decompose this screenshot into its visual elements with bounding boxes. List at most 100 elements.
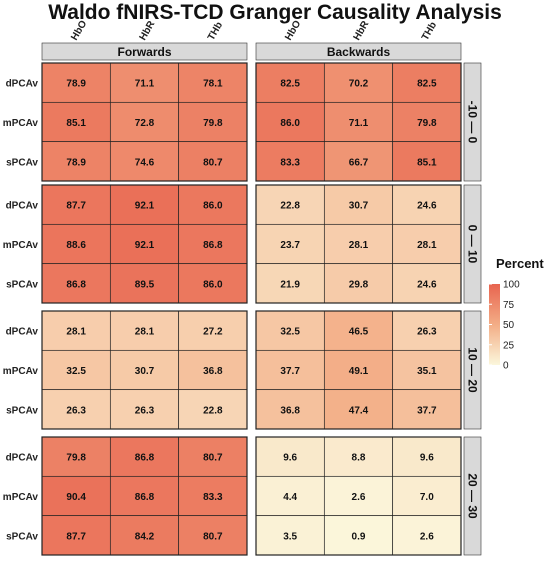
y-tick-label: sPCAv <box>6 157 38 168</box>
panel-border <box>41 436 248 556</box>
heatmap-cell <box>323 349 394 391</box>
cell-value-label: 79.8 <box>203 118 223 129</box>
legend-colorbar <box>489 284 500 365</box>
heatmap-cell <box>109 101 180 143</box>
heatmap-cell <box>178 263 248 304</box>
heatmap-cell <box>178 349 248 391</box>
heatmap-cell <box>255 475 325 517</box>
cell-value-label: 79.8 <box>66 453 86 464</box>
cell-value-label: 80.7 <box>203 453 223 464</box>
y-tick-label: mPCAv <box>3 118 39 129</box>
heatmap-cell <box>41 310 111 351</box>
cell-value-label: 86.0 <box>203 279 223 290</box>
cell-value-label: 86.8 <box>135 492 155 503</box>
x-tick-label: HbR <box>138 19 158 43</box>
cell-value-label: 80.7 <box>203 531 223 542</box>
cell-value-label: 85.1 <box>417 157 437 168</box>
cell-value-label: 28.1 <box>417 240 437 251</box>
heatmap-cell <box>109 475 180 517</box>
cell-value-label: 37.7 <box>280 366 300 377</box>
panel-border <box>255 310 462 430</box>
cell-value-label: 32.5 <box>66 366 86 377</box>
cell-value-label: 78.9 <box>66 157 86 168</box>
row-strip-label: 10 — 20 <box>466 347 480 393</box>
cell-value-label: 37.7 <box>417 405 437 416</box>
heatmap-cell <box>392 436 462 477</box>
cell-value-label: 47.4 <box>349 405 369 416</box>
heatmap-cell <box>255 436 325 477</box>
cell-value-label: 46.5 <box>349 327 369 338</box>
cell-value-label: 49.1 <box>349 366 369 377</box>
panel-border <box>255 184 462 304</box>
y-tick-label: sPCAv <box>6 279 38 290</box>
chart-title: Waldo fNIRS-TCD Granger Causality Analys… <box>48 1 502 24</box>
cell-value-label: 85.1 <box>66 118 86 129</box>
legend-tick-label: 0 <box>503 361 509 372</box>
cell-value-label: 22.8 <box>280 201 300 212</box>
heatmap-cell <box>323 310 394 351</box>
panel-border <box>255 62 462 182</box>
heatmap-cell <box>255 515 325 556</box>
cell-value-label: 88.6 <box>66 240 86 251</box>
heatmap-cell <box>41 475 111 517</box>
row-strip <box>463 184 482 304</box>
cell-value-label: 82.5 <box>417 79 437 90</box>
x-tick-label: THb <box>420 20 439 42</box>
cell-value-label: 36.8 <box>280 405 300 416</box>
cell-value-label: 7.0 <box>420 492 434 503</box>
row-strip <box>463 62 482 182</box>
heatmap-cell <box>323 184 394 225</box>
cell-value-label: 26.3 <box>135 405 155 416</box>
cell-value-label: 87.7 <box>66 531 86 542</box>
cell-value-label: 35.1 <box>417 366 437 377</box>
x-tick-label: HbR <box>352 19 372 43</box>
legend-tick-label: 100 <box>503 280 520 291</box>
cell-value-label: 22.8 <box>203 405 223 416</box>
cell-value-label: 2.6 <box>352 492 366 503</box>
cell-value-label: 83.3 <box>203 492 223 503</box>
panel-border <box>41 184 248 304</box>
cell-value-label: 9.6 <box>283 453 297 464</box>
heatmap-cell <box>392 101 462 143</box>
heatmap-cell <box>178 436 248 477</box>
heatmap-cell <box>109 515 180 556</box>
row-strip-label: -10 — 0 <box>466 101 480 144</box>
row-strip <box>463 310 482 430</box>
heatmap-cell <box>255 62 325 103</box>
heatmap-cell <box>323 141 394 182</box>
column-strip-label: Forwards <box>117 45 171 59</box>
y-tick-label: dPCAv <box>6 201 39 212</box>
cell-value-label: 86.0 <box>280 118 300 129</box>
y-tick-label: sPCAv <box>6 531 38 542</box>
heatmap-cell <box>178 310 248 351</box>
cell-value-label: 29.8 <box>349 279 369 290</box>
heatmap-cell <box>392 475 462 517</box>
heatmap-cell <box>41 389 111 430</box>
row-strip <box>463 436 482 556</box>
cell-value-label: 3.5 <box>283 531 297 542</box>
panel-border <box>255 436 462 556</box>
cell-value-label: 30.7 <box>135 366 155 377</box>
heatmap-cell <box>392 349 462 391</box>
cell-value-label: 74.6 <box>135 157 155 168</box>
heatmap-cell <box>255 263 325 304</box>
cell-value-label: 28.1 <box>135 327 155 338</box>
cell-value-label: 70.2 <box>349 79 369 90</box>
y-tick-label: dPCAv <box>6 327 39 338</box>
cell-value-label: 80.7 <box>203 157 223 168</box>
cell-value-label: 87.7 <box>66 201 86 212</box>
cell-value-label: 71.1 <box>349 118 369 129</box>
cell-value-label: 92.1 <box>135 201 155 212</box>
x-tick-label: HbO <box>69 19 89 43</box>
heatmap-cell <box>392 263 462 304</box>
y-tick-label: dPCAv <box>6 79 39 90</box>
cell-value-label: 28.1 <box>66 327 86 338</box>
row-strip-label: 0 — 10 <box>466 225 480 264</box>
heatmap-cell <box>41 101 111 143</box>
heatmap-cell <box>392 310 462 351</box>
heatmap-cell <box>41 263 111 304</box>
cell-value-label: 86.8 <box>66 279 86 290</box>
cell-value-label: 9.6 <box>420 453 434 464</box>
heatmap-cell <box>109 263 180 304</box>
